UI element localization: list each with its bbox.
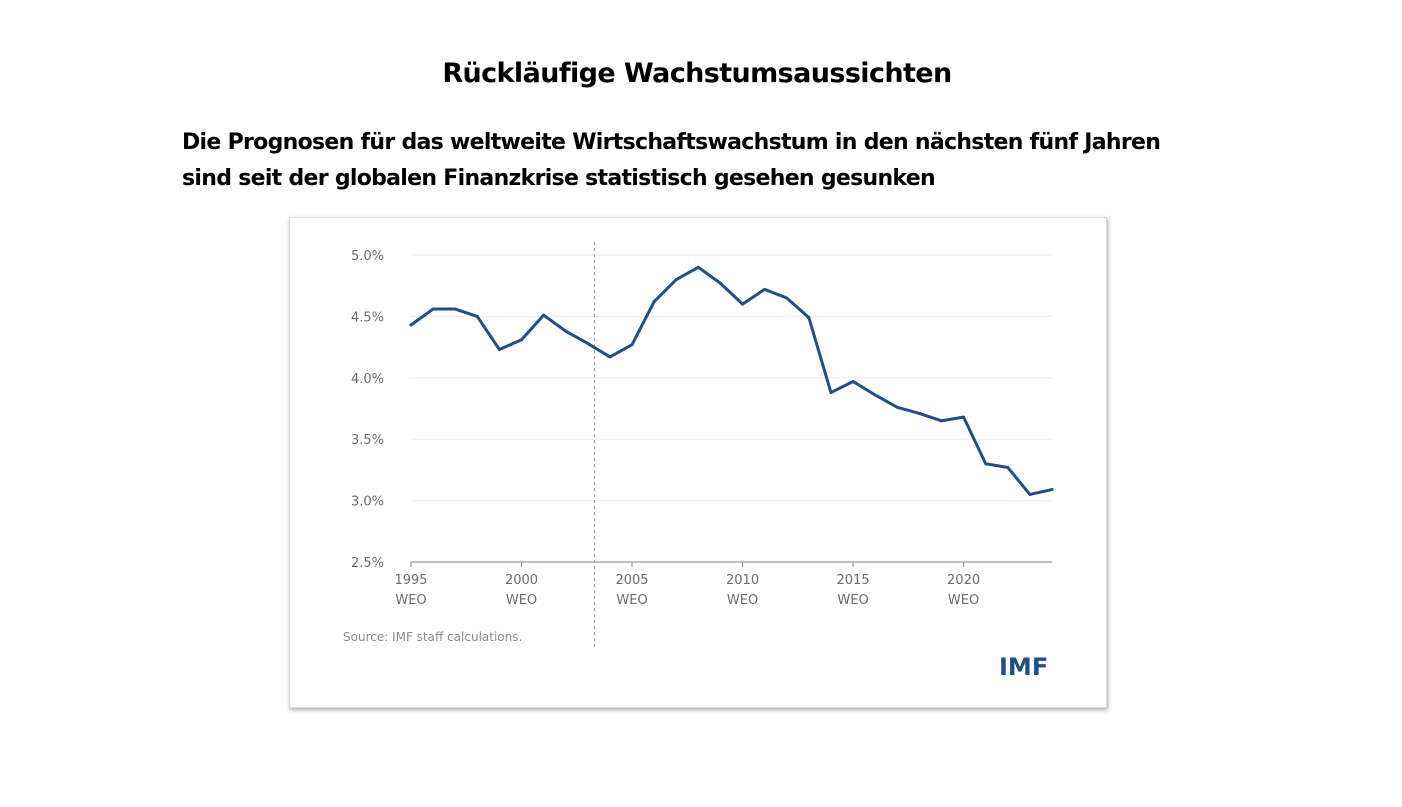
data-point-2002: [564, 329, 568, 333]
data-point-2015: [851, 379, 855, 383]
data-point-1998: [475, 314, 479, 318]
imf-logo: IMF: [999, 653, 1048, 681]
slide-title: Rückläufige Wachstumsaussichten: [442, 58, 952, 89]
source-note: Source: IMF staff calculations.: [343, 630, 522, 644]
x-axis: [410, 561, 1052, 567]
data-point-2001: [542, 313, 546, 317]
x-tick-label-weo: WEO: [395, 593, 426, 608]
x-tick-label-year: 2010: [726, 573, 759, 588]
data-point-2009: [718, 281, 722, 285]
x-tick-label-year: 2000: [505, 573, 538, 588]
data-point-2016: [873, 393, 877, 397]
data-point-2024: [1050, 488, 1054, 492]
data-point-2008: [696, 265, 700, 269]
x-tick-label-year: 2020: [947, 573, 980, 588]
x-tick-label-weo: WEO: [837, 593, 868, 608]
x-tick-label-year: 2015: [837, 573, 870, 588]
series: [409, 265, 1054, 496]
x-tick-label-year: 1995: [394, 573, 427, 588]
x-axis-labels: 1995 WEO 2000 WEO 2005 WEO 2010 WEO 2015 WEO 2020 W…: [394, 573, 980, 608]
data-point-2004: [608, 355, 612, 359]
grid-lines: [411, 254, 1052, 502]
data-point-2011: [763, 287, 767, 291]
line-chart: 5.0% 4.5% 4.0% 3.5% 3.0% 2.5% 1995 WEO 2000 WEO 2…: [343, 242, 1054, 681]
data-point-2023: [1028, 492, 1032, 496]
data-point-1999: [497, 348, 501, 352]
data-point-2013: [807, 316, 811, 320]
data-point-2014: [829, 391, 833, 395]
x-tick-label-weo: WEO: [616, 593, 647, 608]
data-point-2000: [520, 338, 524, 342]
y-axis-labels: 5.0% 4.5% 4.0% 3.5% 3.0% 2.5%: [351, 249, 384, 571]
data-point-2019: [939, 419, 943, 423]
data-point-1997: [453, 307, 457, 311]
data-point-2021: [984, 462, 988, 466]
x-tick-label-weo: WEO: [948, 593, 979, 608]
data-point-1995: [409, 323, 413, 327]
x-tick-label-weo: WEO: [506, 593, 537, 608]
subtitle-line-1: Die Prognosen für das weltweite Wirtscha…: [182, 130, 1161, 155]
y-tick-label: 3.0%: [351, 495, 384, 510]
subtitle-line-2: sind seit der globalen Finanzkrise stati…: [182, 166, 936, 191]
data-point-2020: [962, 415, 966, 419]
slide-subtitle: Die Prognosen für das weltweite Wirtscha…: [182, 125, 1232, 197]
data-point-2017: [895, 405, 899, 409]
data-point-2005: [630, 343, 634, 347]
data-point-1996: [431, 307, 435, 311]
data-point-2022: [1006, 465, 1010, 469]
data-point-2003: [586, 341, 590, 345]
data-point-2006: [652, 300, 656, 304]
chart-frame: 5.0% 4.5% 4.0% 3.5% 3.0% 2.5% 1995 WEO 2000 WEO 2…: [289, 217, 1107, 708]
data-point-2007: [674, 278, 678, 282]
x-tick-label-year: 2005: [615, 573, 648, 588]
y-tick-label: 5.0%: [351, 249, 384, 264]
data-point-2010: [741, 302, 745, 306]
y-tick-label: 2.5%: [351, 556, 384, 571]
y-tick-label: 3.5%: [351, 433, 384, 448]
y-tick-label: 4.0%: [351, 372, 384, 387]
x-tick-label-weo: WEO: [727, 593, 758, 608]
data-point-2012: [785, 296, 789, 300]
y-tick-label: 4.5%: [351, 310, 384, 325]
data-point-2018: [917, 411, 921, 415]
series-line-growth-forecast: [409, 265, 1054, 496]
